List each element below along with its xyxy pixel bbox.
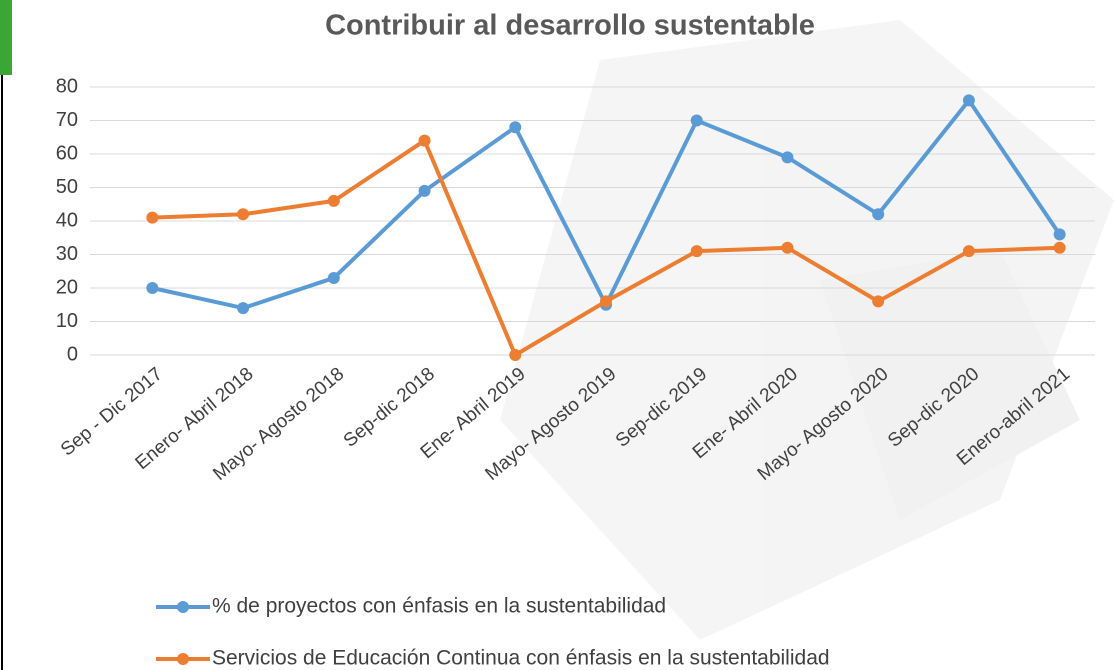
y-tick-label: 40 bbox=[56, 209, 78, 231]
x-tick-label: Sep-dic 2018 bbox=[340, 364, 439, 452]
data-point bbox=[418, 134, 431, 147]
data-point bbox=[781, 151, 794, 164]
y-tick-label: 70 bbox=[56, 109, 78, 131]
data-point bbox=[509, 349, 522, 361]
data-point bbox=[690, 245, 703, 258]
data-point bbox=[237, 302, 250, 315]
data-point bbox=[418, 184, 431, 197]
y-tick-label: 20 bbox=[56, 276, 78, 298]
legend-marker bbox=[177, 653, 189, 665]
data-point bbox=[327, 194, 340, 207]
y-tick-label: 30 bbox=[56, 243, 78, 265]
data-point bbox=[509, 121, 522, 134]
y-tick-label: 10 bbox=[56, 310, 78, 332]
data-point bbox=[962, 94, 975, 107]
data-point bbox=[781, 241, 794, 254]
y-tick-label: 80 bbox=[56, 75, 78, 97]
data-point bbox=[600, 295, 612, 308]
data-point bbox=[872, 208, 885, 221]
legend-label: % de proyectos con énfasis en la sustent… bbox=[212, 595, 666, 618]
legend-label: Servicios de Educación Continua con énfa… bbox=[212, 647, 830, 670]
chart-title: Contribuir al desarrollo sustentable bbox=[325, 10, 815, 42]
data-point bbox=[327, 271, 340, 284]
side-tab bbox=[0, 0, 12, 75]
y-tick-label: 60 bbox=[56, 142, 78, 164]
data-point bbox=[146, 282, 159, 294]
data-point bbox=[237, 208, 250, 221]
data-point bbox=[962, 245, 975, 258]
data-point bbox=[872, 295, 885, 308]
data-point bbox=[1053, 228, 1066, 241]
legend-marker bbox=[177, 601, 189, 613]
y-tick-label: 50 bbox=[56, 176, 78, 198]
background-decoration bbox=[500, 20, 1114, 640]
data-point bbox=[690, 114, 703, 127]
data-point bbox=[1053, 241, 1066, 254]
y-tick-label: 0 bbox=[67, 343, 78, 365]
data-point bbox=[146, 211, 159, 224]
